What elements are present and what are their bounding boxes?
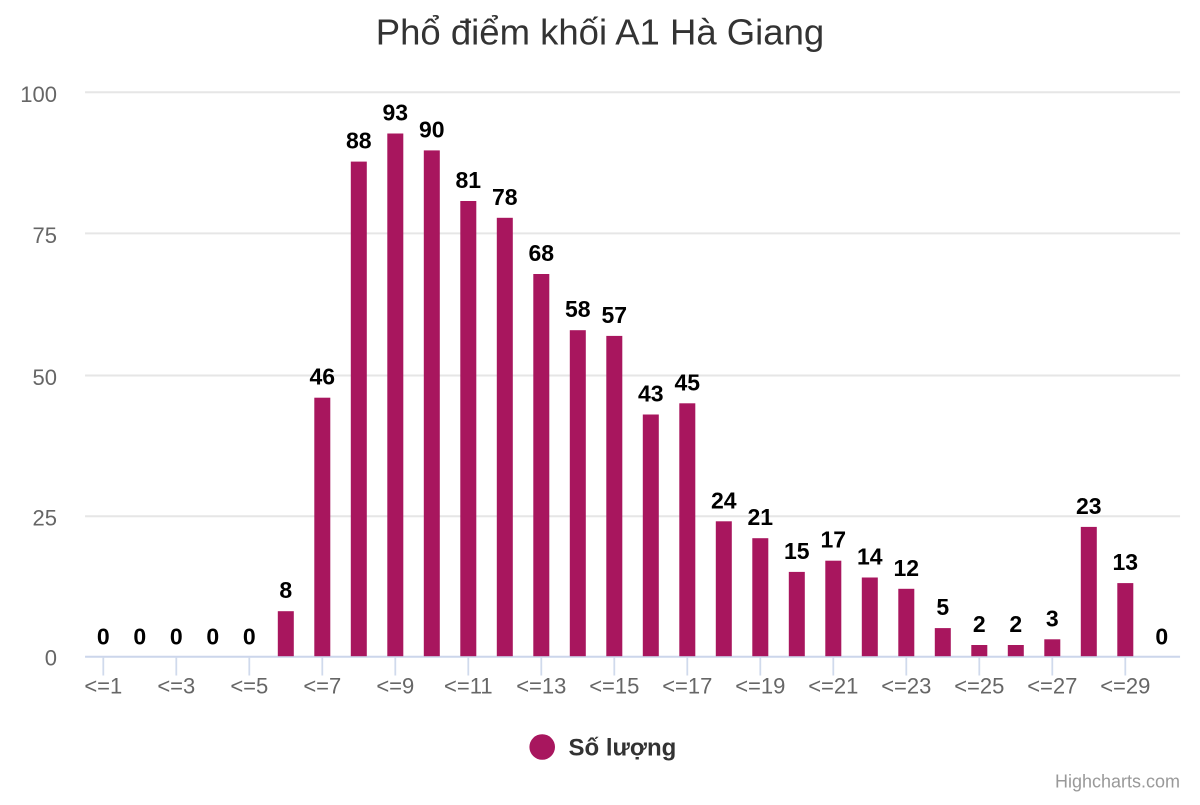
svg-text:58: 58 xyxy=(565,296,591,322)
svg-text:<=7: <=7 xyxy=(303,674,341,699)
svg-text:Số lượng: Số lượng xyxy=(569,735,677,762)
svg-text:0: 0 xyxy=(97,624,110,650)
svg-text:<=27: <=27 xyxy=(1027,674,1077,699)
svg-text:<=15: <=15 xyxy=(589,674,639,699)
svg-text:21: 21 xyxy=(748,504,774,530)
svg-text:Phổ điểm khối A1 Hà Giang: Phổ điểm khối A1 Hà Giang xyxy=(376,12,824,53)
svg-text:75: 75 xyxy=(33,223,57,248)
svg-text:<=29: <=29 xyxy=(1100,674,1150,699)
svg-text:12: 12 xyxy=(894,555,920,581)
svg-text:Highcharts.com: Highcharts.com xyxy=(1055,772,1180,792)
svg-text:0: 0 xyxy=(1155,624,1168,650)
svg-text:<=21: <=21 xyxy=(808,674,858,699)
svg-text:100: 100 xyxy=(20,82,57,107)
svg-text:<=19: <=19 xyxy=(735,674,785,699)
svg-text:5: 5 xyxy=(936,594,949,620)
svg-text:<=13: <=13 xyxy=(516,674,566,699)
svg-text:<=9: <=9 xyxy=(376,674,414,699)
svg-text:13: 13 xyxy=(1113,549,1139,575)
svg-text:25: 25 xyxy=(33,506,57,531)
svg-text:23: 23 xyxy=(1076,493,1102,519)
svg-text:<=17: <=17 xyxy=(662,674,712,699)
svg-text:90: 90 xyxy=(419,116,445,142)
svg-text:17: 17 xyxy=(821,527,847,553)
svg-text:0: 0 xyxy=(133,624,146,650)
svg-text:43: 43 xyxy=(638,381,664,407)
svg-text:0: 0 xyxy=(206,624,219,650)
svg-text:57: 57 xyxy=(602,302,628,328)
svg-text:<=5: <=5 xyxy=(230,674,268,699)
svg-text:<=25: <=25 xyxy=(954,674,1004,699)
svg-text:81: 81 xyxy=(456,167,482,193)
svg-text:68: 68 xyxy=(529,240,555,266)
svg-text:0: 0 xyxy=(243,624,256,650)
svg-text:<=1: <=1 xyxy=(84,674,122,699)
svg-text:0: 0 xyxy=(45,646,57,671)
svg-text:45: 45 xyxy=(675,369,701,395)
svg-text:<=23: <=23 xyxy=(881,674,931,699)
svg-text:46: 46 xyxy=(310,364,336,390)
svg-text:50: 50 xyxy=(33,365,57,390)
svg-text:15: 15 xyxy=(784,538,810,564)
svg-text:2: 2 xyxy=(1009,611,1022,637)
svg-text:2: 2 xyxy=(973,611,986,637)
svg-text:3: 3 xyxy=(1046,605,1059,631)
svg-text:<=11: <=11 xyxy=(444,674,493,699)
svg-text:88: 88 xyxy=(346,128,372,154)
svg-text:78: 78 xyxy=(492,184,518,210)
svg-text:8: 8 xyxy=(279,577,292,603)
svg-text:93: 93 xyxy=(383,100,409,126)
svg-text:0: 0 xyxy=(170,624,183,650)
svg-text:<=3: <=3 xyxy=(157,674,195,699)
svg-text:14: 14 xyxy=(857,544,883,570)
svg-text:24: 24 xyxy=(711,487,737,513)
